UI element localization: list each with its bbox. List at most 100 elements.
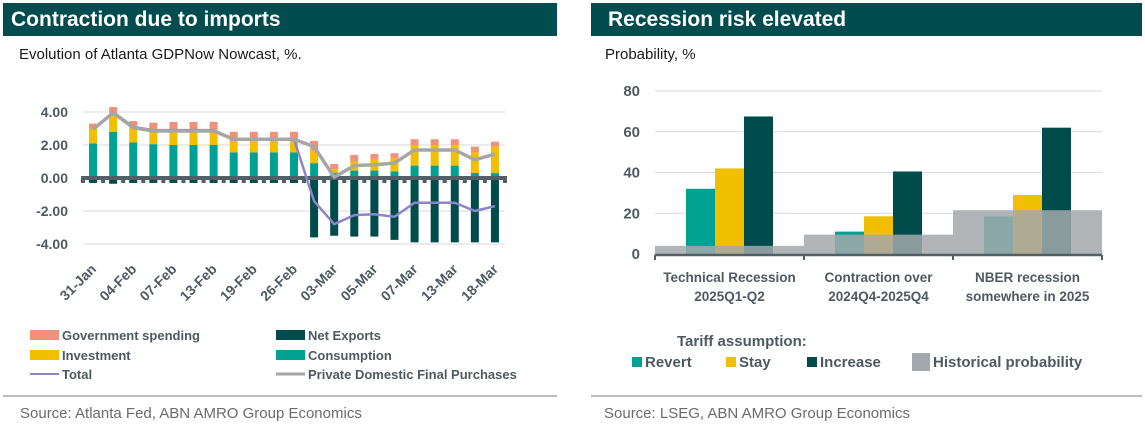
bar-consumption: [189, 145, 198, 178]
legend-swatch: [632, 357, 642, 367]
x-tick-label: 07-Feb: [136, 261, 179, 304]
line-private-domestic-final-purchases: [91, 111, 496, 179]
y-tick-label: 80: [623, 83, 640, 100]
x-axis-tick: [402, 178, 407, 183]
source-note: Source: LSEG, ABN AMRO Group Economics: [604, 405, 910, 422]
x-axis-tick: [482, 178, 487, 183]
category-label: 2025Q1-Q2: [694, 289, 765, 304]
bar-net-exports: [249, 178, 258, 183]
legend-swatch: [30, 330, 59, 340]
bar-net-exports: [450, 178, 459, 243]
bar-historical-probability: [804, 234, 953, 254]
bar-consumption: [350, 170, 359, 178]
legend-label: Total: [62, 367, 92, 382]
bar-government-spending: [450, 139, 459, 145]
legend-item-increase: Increase: [807, 354, 881, 371]
bar-government-spending: [229, 131, 238, 142]
bar-investment: [330, 168, 339, 174]
bar-investment: [490, 146, 499, 174]
legend-item-private-domestic-final-purchases: Private Domestic Final Purchases: [276, 367, 517, 382]
legend-item-total: Total: [30, 367, 92, 382]
bar-consumption: [470, 173, 479, 178]
x-axis-tick: [503, 178, 507, 183]
y-tick-label: 4.00: [41, 104, 68, 120]
x-tick-label: 13-Mar: [418, 260, 462, 304]
bar-investment: [310, 150, 319, 164]
bar-net-exports: [430, 178, 439, 243]
legend-item-government-spending: Government spending: [30, 328, 200, 343]
legend-label: Historical probability: [933, 354, 1083, 371]
bar-net-exports: [330, 178, 339, 236]
legend-item-revert: Revert: [632, 354, 692, 371]
x-axis-tick: [442, 178, 447, 183]
chart-subtitle: Probability, %: [605, 46, 696, 63]
legend-swatch: [276, 330, 305, 340]
recession-chart: 0 20 40 60 80 Technical Recession 2025Q1-Q2 Con…: [623, 83, 1103, 371]
category-label: Contraction over: [824, 270, 933, 285]
bar-increase: [744, 116, 773, 254]
bar-consumption: [410, 165, 419, 178]
source-note: Source: Atlanta Fed, ABN AMRO Group Econ…: [20, 405, 362, 422]
bar-consumption: [249, 152, 258, 178]
y-tick-label: -2.00: [36, 203, 68, 219]
panel-title: Contraction due to imports: [3, 3, 557, 36]
bar-consumption: [430, 165, 439, 178]
bar-net-exports: [490, 178, 499, 243]
x-axis-tick: [422, 178, 427, 183]
legend-item-net-exports: Net Exports: [276, 328, 381, 343]
bar-net-exports: [189, 178, 198, 183]
legend-label: Consumption: [308, 348, 392, 363]
legend-label: Net Exports: [308, 328, 381, 343]
x-tick-label: 03-Mar: [297, 260, 341, 304]
bar-net-exports: [269, 178, 278, 183]
y-tick-label: 0.00: [41, 170, 68, 186]
bar-government-spending: [109, 107, 118, 113]
bar-investment: [129, 126, 138, 143]
bar-government-spending: [410, 139, 419, 145]
bar-investment: [430, 145, 439, 166]
bar-consumption: [89, 143, 98, 178]
bar-investment: [89, 128, 98, 144]
category-label: 2024Q4-2025Q4: [828, 289, 929, 304]
y-tick-label: 2.00: [41, 137, 68, 153]
legend-swatch: [276, 350, 305, 360]
chart-subtitle: Evolution of Atlanta GDPNow Nowcast, %.: [19, 46, 302, 63]
bar-consumption: [269, 152, 278, 178]
x-axis-tick: [221, 178, 226, 183]
bar-government-spending: [330, 163, 339, 169]
bar-net-exports: [310, 178, 319, 238]
bar-historical-probability: [655, 245, 804, 254]
x-axis-tick: [201, 178, 206, 183]
legend-swatch: [807, 357, 817, 367]
bar-investment: [290, 141, 298, 153]
recession-panel: Recession risk elevated Probability, % 0…: [588, 0, 1145, 426]
gdpnow-panel: Contraction due to imports Evolution of …: [0, 0, 560, 426]
bar-net-exports: [89, 178, 98, 183]
x-tick-label: 04-Feb: [96, 261, 139, 304]
x-axis-tick: [261, 178, 266, 183]
bar-investment: [249, 141, 258, 153]
bar-consumption: [169, 145, 178, 178]
bar-consumption: [490, 173, 499, 178]
x-axis-tick: [362, 178, 367, 183]
x-axis-tick: [342, 178, 347, 183]
gdpnow-chart: 4.00 2.00 0.00 -2.00 -4.00 31-Jan04-Feb07-Feb…: [30, 104, 517, 382]
bar-consumption: [149, 144, 158, 178]
bar-net-exports: [109, 178, 118, 184]
category-label: Technical Recession: [663, 270, 796, 285]
bar-investment: [410, 145, 419, 166]
legend-swatch: [912, 353, 930, 371]
bar-historical-probability: [953, 210, 1102, 254]
x-tick-label: 18-Mar: [458, 260, 502, 304]
legend-label: Stay: [739, 354, 771, 371]
x-tick-label: 31-Jan: [56, 261, 99, 304]
bar-government-spending: [189, 121, 198, 130]
category-label: NBER recession: [975, 270, 1080, 285]
divider: [3, 395, 557, 397]
x-tick-label: 07-Mar: [377, 260, 421, 304]
bar-revert: [686, 188, 715, 254]
legend-swatch: [726, 357, 736, 367]
x-tick-label: 13-Feb: [177, 261, 220, 304]
bar-investment: [269, 141, 278, 153]
x-axis-tick: [181, 178, 186, 183]
